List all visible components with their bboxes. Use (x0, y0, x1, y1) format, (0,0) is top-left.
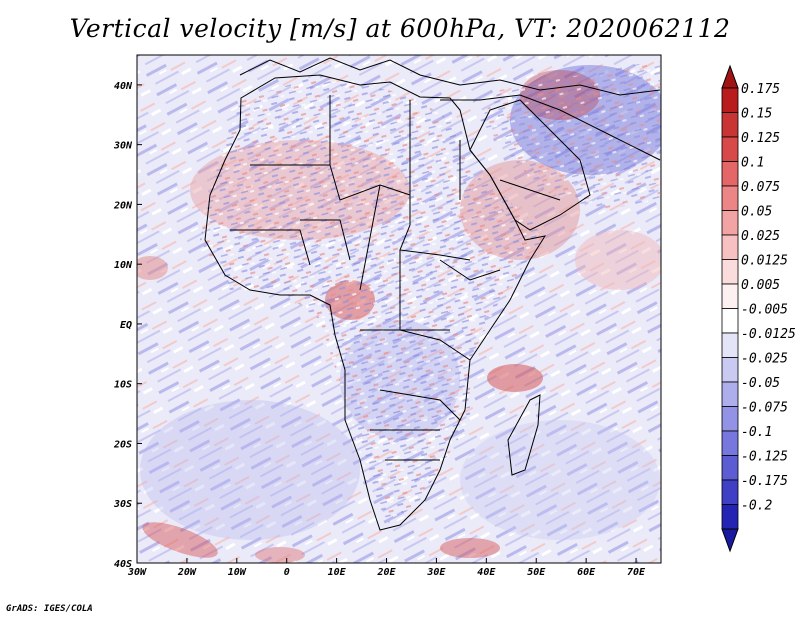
colorbar-swatch (721, 455, 739, 481)
lat-tick-label: EQ (120, 320, 132, 331)
lon-tick-label: 30E (426, 567, 446, 578)
lon-tick-label: 10E (328, 567, 347, 578)
colorbar-label: 0.15 (741, 107, 772, 122)
colorbar-swatch (721, 283, 739, 309)
colorbar-swatch (721, 430, 739, 456)
colorbar-label: 0.075 (741, 180, 780, 195)
map-title: Vertical velocity [m/s] at 600hPa, VT: 2… (69, 14, 731, 43)
colorbar-label: -0.2 (741, 499, 772, 514)
lat-tick-label: 30S (113, 499, 132, 510)
lat-tick-label: 40S (114, 559, 132, 570)
colorbar-label: -0.0125 (741, 327, 796, 342)
lat-tick-label: 20S (113, 439, 132, 450)
colorbar-label: -0.05 (741, 376, 780, 391)
velocity-field (137, 55, 661, 563)
colorbar-label: 0.1 (741, 156, 764, 171)
colorbar-bottom-arrow (721, 528, 739, 553)
colorbar-label: 0.175 (741, 82, 780, 97)
colorbar-swatch (721, 381, 739, 407)
colorbar-swatch (721, 210, 739, 236)
lon-tick-label: 60E (577, 567, 596, 578)
colorbar: 0.175 0.15 0.125 0.1 0.075 0.05 0.025 0.0125 0.0… (721, 64, 796, 553)
lon-tick-label: 40E (477, 567, 496, 578)
axis-ticks (136, 84, 637, 564)
colorbar-swatch (721, 87, 739, 113)
colorbar-label: 0.0125 (741, 254, 788, 269)
colorbar-label: 0.025 (741, 229, 780, 244)
colorbar-swatch (721, 136, 739, 162)
colorbar-label: -0.075 (741, 401, 788, 416)
colorbar-swatch (721, 406, 739, 432)
colorbar-swatch (721, 234, 739, 260)
colorbar-swatch (721, 259, 739, 285)
lon-tick-label: 30W (127, 567, 147, 578)
plot-frame (136, 54, 662, 564)
colorbar-label: -0.1 (741, 425, 772, 440)
lon-tick-label: 10W (228, 567, 247, 578)
grads-credit: GrADS: IGES/COLA (6, 604, 93, 614)
colorbar-label: -0.175 (741, 474, 788, 489)
colorbar-top-arrow (721, 64, 739, 89)
lon-tick-label: 0 (284, 567, 290, 578)
colorbar-swatch (721, 479, 739, 505)
longitude-labels: 30W 20W 10W 0 10E 20E 30E 40E 50E 60E 70E (127, 567, 646, 578)
colorbar-label: -0.005 (741, 303, 788, 318)
colorbar-swatch (721, 332, 739, 358)
lon-tick-label: 20E (376, 567, 396, 578)
colorbar-swatch (721, 308, 739, 334)
lat-tick-label: 10N (114, 260, 133, 271)
latitude-labels: 40N 30N 20N 10N EQ 10S 20S 30S 40S (113, 81, 133, 570)
colorbar-label: 0.125 (741, 131, 780, 146)
lon-tick-label: 20W (177, 567, 197, 578)
lat-tick-label: 10S (114, 380, 132, 391)
lat-tick-label: 30N (113, 141, 133, 152)
colorbar-swatch (721, 504, 739, 530)
colorbar-swatch (721, 185, 739, 211)
colorbar-swatch (721, 161, 739, 187)
lat-tick-label: 20N (113, 200, 133, 211)
lon-tick-label: 70E (627, 567, 646, 578)
colorbar-label: -0.125 (741, 450, 788, 465)
lon-tick-label: 50E (527, 567, 546, 578)
colorbar-label: 0.005 (741, 278, 780, 293)
lat-tick-label: 40N (114, 81, 133, 92)
colorbar-label: -0.025 (741, 352, 788, 367)
colorbar-swatch (721, 357, 739, 383)
colorbar-label: 0.05 (741, 205, 772, 220)
coastlines (204, 57, 661, 531)
colorbar-swatch (721, 112, 739, 138)
